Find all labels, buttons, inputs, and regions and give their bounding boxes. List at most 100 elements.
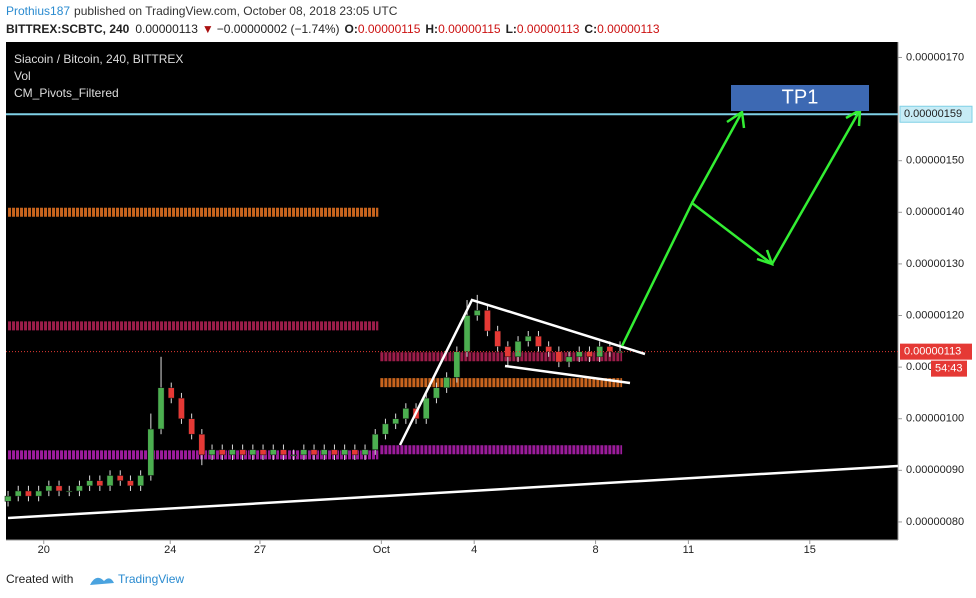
- candle-body: [239, 449, 246, 456]
- candle-body: [392, 418, 399, 425]
- published: published on TradingView.com, October 08…: [74, 4, 398, 18]
- candle-body: [443, 377, 450, 389]
- countdown-tag: [931, 360, 967, 377]
- x-tick-label: 4: [471, 544, 477, 556]
- candle-body: [76, 485, 83, 492]
- flag-line: [504, 364, 631, 385]
- y-tick-label: 0.00000100: [906, 413, 964, 425]
- candle-body: [208, 449, 216, 456]
- candle-body: [606, 346, 614, 352]
- candle-body: [65, 490, 73, 493]
- author[interactable]: Prothius187: [6, 4, 70, 18]
- y-tick-label: 0.00000150: [906, 155, 964, 167]
- c-label: C:: [584, 22, 597, 36]
- price-level-tag: [899, 105, 973, 123]
- candle-body: [147, 428, 155, 476]
- change: −0.00000002 (−1.74%): [217, 22, 340, 36]
- y-tick-label: 0.00000080: [906, 516, 964, 528]
- legend-item: Vol: [14, 69, 31, 83]
- y-tick-label: 0.00000130: [906, 258, 964, 270]
- candle-body: [596, 346, 603, 358]
- footer-text: Created with: [6, 572, 73, 586]
- plot-area: [6, 42, 898, 540]
- candle-body: [310, 449, 318, 456]
- candle-body: [545, 346, 552, 352]
- candle-body: [351, 449, 359, 456]
- arrow: ▼: [202, 22, 214, 36]
- x-tick-label: 20: [38, 544, 50, 556]
- candle-body: [371, 433, 379, 450]
- arrow-head: [726, 109, 746, 129]
- candle-body: [382, 423, 389, 435]
- candle-body: [55, 485, 63, 492]
- price-level-label: 0.00000159: [904, 108, 962, 120]
- candle-body: [249, 449, 257, 456]
- footer-brand[interactable]: TradingView: [118, 572, 184, 586]
- x-tick-label: 15: [804, 544, 816, 556]
- candle-body: [555, 351, 563, 363]
- header-line: Prothius187 published on TradingView.com,…: [6, 4, 398, 18]
- x-tick-label: Oct: [373, 544, 390, 556]
- candle-body: [433, 387, 440, 399]
- candle-body: [14, 490, 22, 497]
- candle-body: [127, 480, 134, 487]
- candle-body: [575, 351, 583, 358]
- candle-body: [463, 315, 471, 352]
- candle-body: [4, 495, 12, 502]
- x-tick-label: 11: [683, 544, 694, 556]
- candle-body: [300, 449, 308, 456]
- candle-body: [361, 449, 369, 456]
- candle-body: [524, 335, 532, 342]
- countdown-label: 54:43: [935, 363, 963, 375]
- x-tick-label: 8: [593, 544, 599, 556]
- arrow-head: [756, 249, 775, 266]
- candle-body: [290, 454, 297, 457]
- legend-item: CM_Pivots_Filtered: [14, 86, 119, 100]
- candle-body: [280, 449, 287, 456]
- candle-body: [116, 475, 124, 481]
- candle-body: [157, 387, 165, 430]
- candle-body: [218, 449, 226, 456]
- last-price-tag: [900, 343, 972, 360]
- candle-body: [259, 449, 267, 456]
- last-price-label: 0.00000113: [904, 346, 961, 358]
- h-label: H:: [425, 22, 438, 36]
- candle-body: [453, 351, 461, 378]
- candle-body: [167, 387, 175, 399]
- o: 0.00000115: [358, 22, 421, 36]
- candle-body: [188, 418, 195, 435]
- y-tick-label: 0.00000170: [906, 51, 964, 63]
- candle-body: [494, 330, 501, 347]
- o-label: O:: [345, 22, 358, 36]
- candle-body: [535, 335, 542, 347]
- candle-body: [402, 408, 410, 419]
- candle-body: [86, 480, 93, 487]
- candle-body: [565, 356, 573, 363]
- candle-body: [473, 310, 481, 316]
- l: 0.00000113: [517, 22, 580, 36]
- target-box: [731, 85, 869, 111]
- candle-body: [616, 351, 624, 353]
- y-tick-label: 0.00000090: [906, 464, 964, 476]
- candle-body: [320, 449, 328, 456]
- quote-line: BITTREX:SCBTC, 240 0.00000113 ▼ −0.00000002…: [6, 22, 660, 36]
- candle-body: [229, 449, 236, 456]
- h: 0.00000115: [438, 22, 501, 36]
- candle-body: [422, 397, 430, 419]
- candle-body: [25, 490, 32, 497]
- candle-body: [514, 341, 522, 358]
- y-tick-label: 0.00000140: [906, 206, 964, 218]
- candle-body: [269, 449, 277, 456]
- y-tick-label: 0.00000120: [906, 309, 964, 321]
- last: 0.00000113: [135, 22, 198, 36]
- candle-body: [96, 480, 104, 487]
- x-tick-label: 24: [164, 544, 176, 556]
- target-label: TP1: [782, 86, 819, 108]
- flag-line: [398, 298, 646, 446]
- symbol: BITTREX:SCBTC, 240: [6, 22, 130, 36]
- legend-item: Siacoin / Bitcoin, 240, BITTREX: [14, 52, 183, 66]
- trend-line: [7, 464, 899, 520]
- candle-body: [586, 351, 593, 358]
- candle-body: [45, 485, 53, 492]
- logo: [90, 577, 114, 585]
